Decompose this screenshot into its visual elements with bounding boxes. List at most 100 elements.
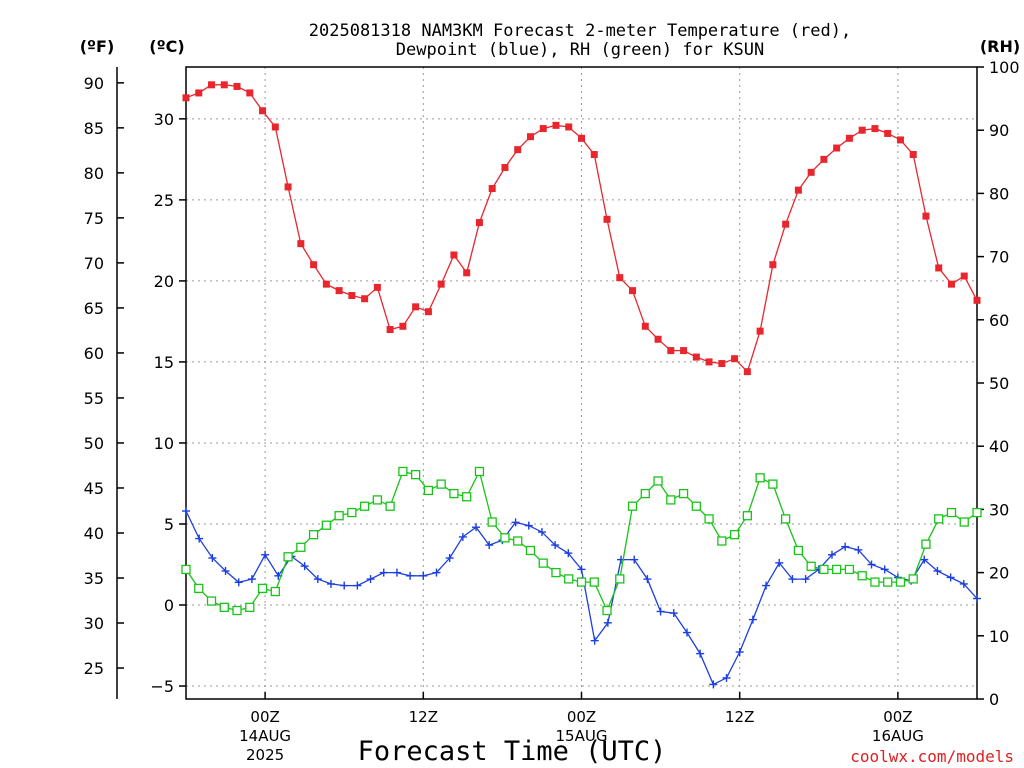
rh-tick-label: 70 [989,248,1009,267]
temperature-point [960,272,968,280]
dewpoint-point [656,607,665,616]
dewpoint-point [867,560,876,569]
rh-point [806,561,816,571]
dewpoint-point [854,545,863,554]
rh-axis-title: (RH) [980,37,1020,56]
rh-point [462,492,472,502]
temperature-point [858,126,866,134]
rh-point [206,596,217,606]
temperature-point [692,353,700,361]
fahrenheit-tick-label: 50 [84,434,104,453]
rh-point [832,564,842,575]
dewpoint-point [630,555,639,564]
rh-tick-label: 0 [989,690,999,709]
dewpoint-point [682,628,691,637]
rh-tick-label: 60 [989,311,1009,330]
axes: −505101520253025303540455055606570758085… [84,58,1020,764]
rh-point [283,552,293,562]
rh-point [678,488,689,499]
temperature-point [450,251,458,259]
rh-point [194,583,204,594]
x-tick-label: 00Z [250,708,279,726]
dewpoint-point [340,581,349,590]
rh-point [934,514,944,524]
rh-point [513,536,523,546]
temperature-point [233,82,241,90]
fahrenheit-tick-label: 25 [84,659,104,678]
dewpoint-point [445,554,454,563]
rh-point [257,583,268,594]
temperature-point [565,123,573,131]
dewpoint-point [722,673,731,682]
rh-point [729,530,740,540]
rh-tick-label: 10 [989,627,1009,646]
fahrenheit-tick-label: 60 [84,344,104,363]
plot-frame [185,66,978,700]
dewpoint-point [709,680,718,689]
temperature-point [412,303,420,311]
dewpoint-point [313,575,322,584]
dewpoint-point [551,541,560,550]
rh-point [819,564,829,575]
rh-point [410,469,421,480]
rh-point [742,511,753,521]
grid-lines [186,67,977,699]
temperature-point [501,163,509,171]
dewpoint-line [185,510,978,686]
data-series [181,81,982,689]
temperature-point [641,322,649,330]
temperature-point [909,151,917,159]
rh-point [398,466,408,477]
rh-point [500,533,510,543]
dewpoint-point [524,521,533,530]
rh-point [615,574,625,584]
temperature-point [820,155,828,163]
dewpoint-point [432,568,441,577]
watermark: coolwx.com/models [850,747,1014,766]
rh-tick-label: 100 [989,58,1020,77]
dewpoint-point [472,523,481,532]
temperature-point [259,107,267,115]
temperature-point [539,125,547,133]
rh-point [602,605,612,616]
x-tick-date: 14AUG [239,727,291,745]
celsius-tick-label: 30 [154,110,174,129]
dewpoint-point [221,566,230,575]
temperature-point [629,287,637,295]
celsius-tick-label: 5 [164,515,174,534]
temperature-point [335,287,343,295]
temperature-point [552,121,560,129]
temperature-point [705,358,713,366]
rh-tick-label: 30 [989,500,1009,519]
x-tick-date: 15AUG [556,727,608,745]
fahrenheit-tick-label: 65 [84,299,104,318]
dewpoint-point [735,648,744,657]
dewpoint-point [458,532,467,541]
dewpoint-point [762,581,771,590]
rh-point [946,507,957,518]
temperature-point [284,183,292,191]
temperature-point [208,81,216,89]
rh-point [334,511,344,521]
rh-point [487,517,497,527]
rh-point [640,488,650,499]
rh-point [474,466,485,477]
rh-point [296,542,306,552]
dewpoint-point [696,649,705,658]
temperature-point [616,274,624,282]
dewpoint-point [564,549,573,558]
x-tick-label: 12Z [409,708,438,726]
rh-point [538,558,548,568]
rh-point [321,520,331,530]
rh-point [347,507,357,518]
rh-tick-label: 40 [989,437,1009,456]
temperature-point [348,291,356,299]
temperature-point [361,295,369,303]
dewpoint-point [959,579,968,588]
rh-point [270,586,280,597]
dewpoint-point [327,579,336,588]
temperature-point [807,168,815,176]
rh-point [385,501,395,511]
rh-point [232,605,242,616]
